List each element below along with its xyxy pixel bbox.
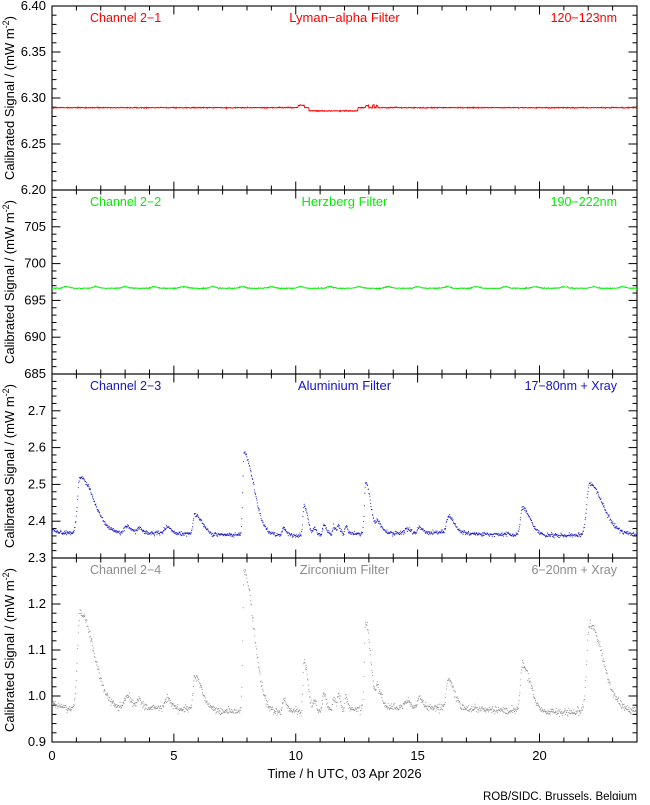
svg-text:705: 705 bbox=[24, 219, 46, 234]
svg-text:695: 695 bbox=[24, 292, 46, 307]
svg-text:ROB/SIDC, Brussels, Belgium: ROB/SIDC, Brussels, Belgium bbox=[483, 791, 637, 800]
svg-text:190−222nm: 190−222nm bbox=[551, 195, 617, 209]
svg-text:6−20nm + Xray: 6−20nm + Xray bbox=[532, 563, 618, 577]
svg-text:Channel 2−3: Channel 2−3 bbox=[90, 379, 161, 393]
svg-text:6.35: 6.35 bbox=[21, 44, 46, 59]
svg-text:1.1: 1.1 bbox=[28, 642, 46, 657]
svg-text:10: 10 bbox=[289, 748, 303, 763]
svg-text:Calibrated Signal / (mW m-2): Calibrated Signal / (mW m-2) bbox=[1, 16, 17, 180]
svg-text:Time / h UTC, 03 Apr 2026: Time / h UTC, 03 Apr 2026 bbox=[267, 766, 421, 781]
svg-text:6.30: 6.30 bbox=[21, 90, 46, 105]
svg-text:0.9: 0.9 bbox=[28, 734, 46, 749]
svg-text:2.6: 2.6 bbox=[28, 440, 46, 455]
svg-text:0: 0 bbox=[48, 748, 55, 763]
svg-text:20: 20 bbox=[532, 748, 546, 763]
svg-text:700: 700 bbox=[24, 256, 46, 271]
svg-text:5: 5 bbox=[170, 748, 177, 763]
svg-text:6.20: 6.20 bbox=[21, 182, 46, 197]
svg-text:Channel 2−4: Channel 2−4 bbox=[90, 563, 161, 577]
svg-text:15: 15 bbox=[410, 748, 424, 763]
svg-text:Herzberg Filter: Herzberg Filter bbox=[302, 194, 389, 209]
svg-text:120−123nm: 120−123nm bbox=[551, 11, 617, 25]
svg-text:2.5: 2.5 bbox=[28, 476, 46, 491]
svg-text:2.4: 2.4 bbox=[28, 513, 46, 528]
svg-text:17−80nm + Xray: 17−80nm + Xray bbox=[525, 379, 618, 393]
svg-text:1.0: 1.0 bbox=[28, 688, 46, 703]
svg-text:Zirconium Filter: Zirconium Filter bbox=[300, 562, 390, 577]
svg-text:Calibrated Signal / (mW m-2): Calibrated Signal / (mW m-2) bbox=[1, 384, 17, 548]
svg-text:1.2: 1.2 bbox=[28, 596, 46, 611]
svg-text:685: 685 bbox=[24, 366, 46, 381]
svg-text:2.3: 2.3 bbox=[28, 550, 46, 565]
svg-text:6.25: 6.25 bbox=[21, 136, 46, 151]
svg-text:Channel 2−2: Channel 2−2 bbox=[90, 195, 161, 209]
svg-text:Aluminium Filter: Aluminium Filter bbox=[298, 378, 392, 393]
svg-text:2.7: 2.7 bbox=[28, 403, 46, 418]
svg-text:Channel 2−1: Channel 2−1 bbox=[90, 11, 161, 25]
svg-text:690: 690 bbox=[24, 329, 46, 344]
svg-text:6.40: 6.40 bbox=[21, 0, 46, 13]
svg-text:Lyman−alpha Filter: Lyman−alpha Filter bbox=[289, 10, 400, 25]
svg-text:Calibrated Signal / (mW m-2): Calibrated Signal / (mW m-2) bbox=[1, 200, 17, 364]
svg-text:Calibrated Signal / (mW m-2): Calibrated Signal / (mW m-2) bbox=[1, 568, 17, 732]
